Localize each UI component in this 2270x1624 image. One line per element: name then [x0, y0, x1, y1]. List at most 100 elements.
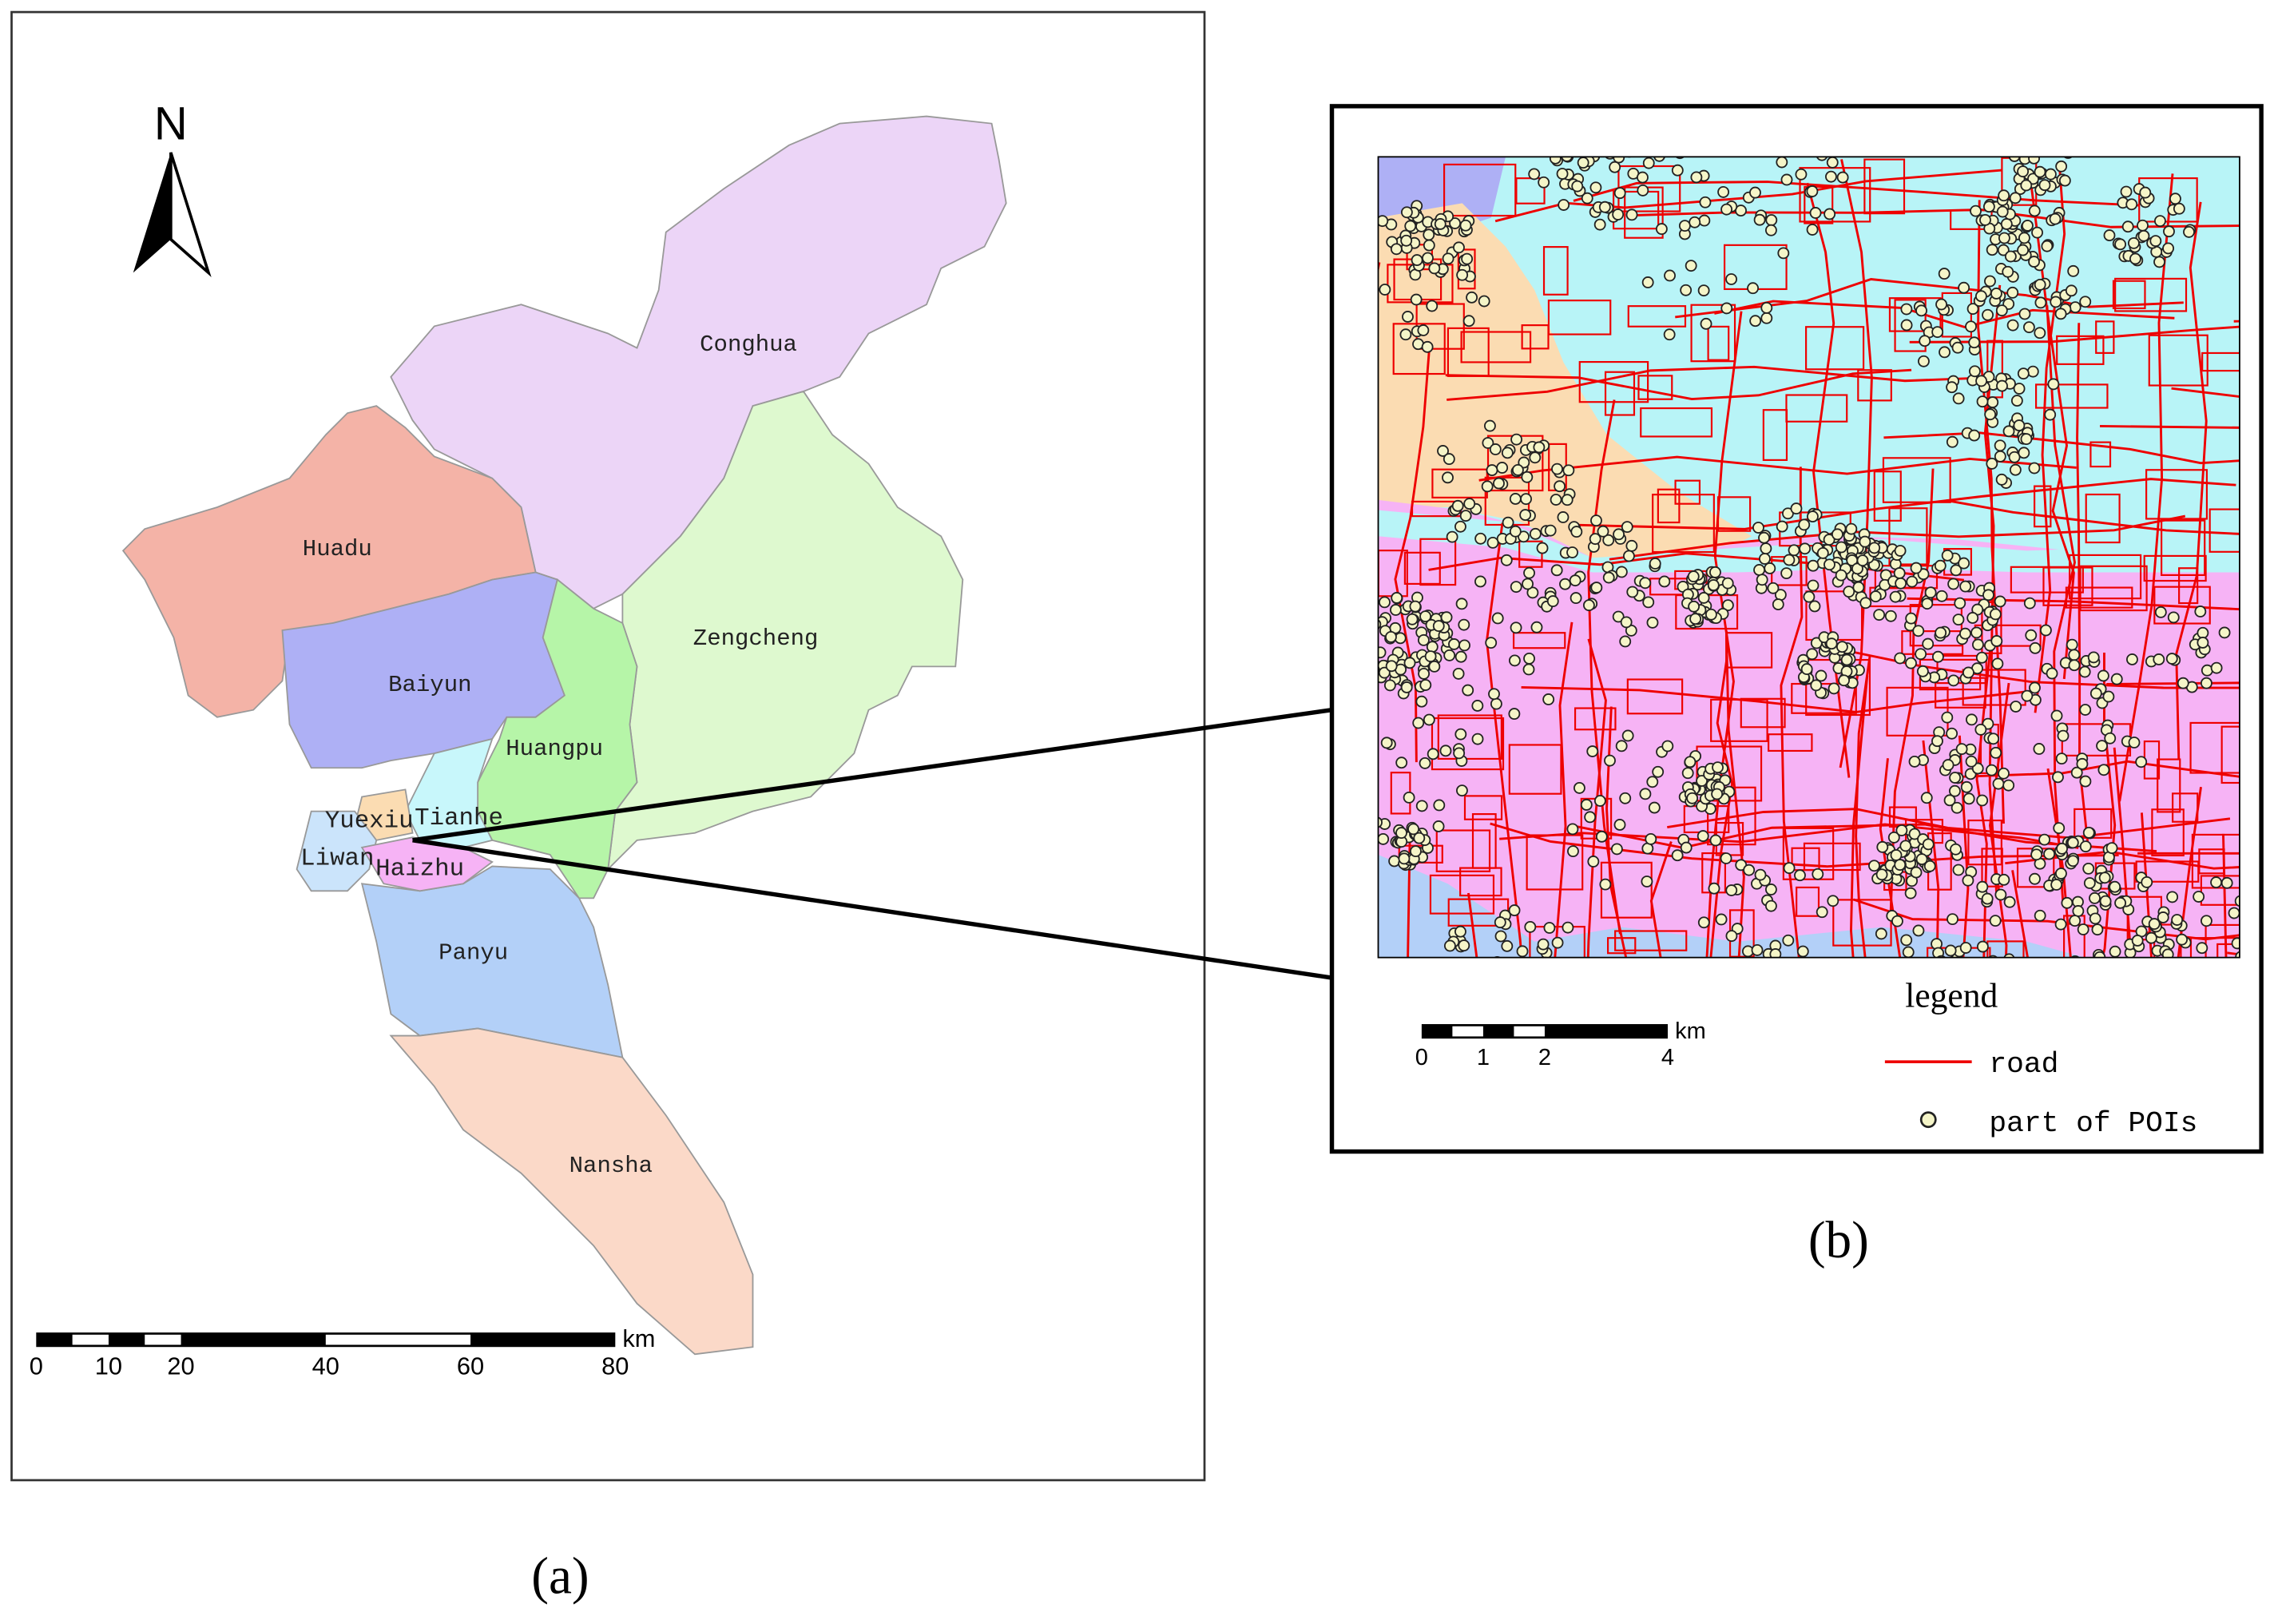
road [1946, 499, 2240, 535]
poi [1941, 549, 1954, 562]
poi [2166, 891, 2179, 903]
poi [1887, 831, 1900, 844]
poi [1686, 792, 1699, 804]
poi [2021, 220, 2034, 232]
poi [1934, 559, 1947, 572]
poi [2039, 624, 2052, 637]
poi [2034, 278, 2046, 291]
road-block [1613, 190, 1660, 230]
poi [1747, 282, 1760, 295]
poi [2004, 250, 2017, 263]
road [1490, 822, 2119, 868]
poi [1730, 93, 1740, 103]
poi [1437, 445, 1449, 457]
poi [1490, 697, 1502, 710]
poi [2013, 383, 2026, 395]
poi [1485, 637, 1498, 649]
road-block [1768, 733, 1813, 752]
poi [1481, 480, 1494, 493]
poi [1520, 493, 1532, 506]
poi [1443, 939, 1456, 952]
poi [1976, 880, 1989, 893]
poi [1921, 598, 1934, 610]
poi [2079, 840, 2092, 853]
poi [1458, 939, 1470, 952]
road-block [1392, 323, 1446, 375]
district-label: Huangpu [506, 736, 603, 762]
road-block [1443, 163, 1517, 217]
road-block [2034, 485, 2052, 528]
poi [1749, 186, 1761, 199]
poi [1462, 684, 1474, 697]
poi [1415, 695, 1428, 708]
poi [1432, 820, 1445, 832]
poi [1974, 290, 1987, 303]
poi [2033, 743, 2046, 755]
poi [1851, 562, 1863, 575]
poi [1491, 612, 1504, 625]
poi [2020, 433, 2033, 446]
poi [2105, 842, 2118, 855]
poi [1919, 335, 1931, 347]
poi [2034, 296, 2047, 309]
poi [1440, 611, 1453, 624]
poi [1558, 199, 1570, 211]
poi [1590, 582, 1603, 594]
poi [1689, 613, 1702, 625]
poi [1748, 89, 1759, 100]
poi [1530, 621, 1543, 633]
poi [2210, 876, 2223, 889]
poi [1962, 666, 1974, 679]
poi [2010, 701, 2022, 713]
poi [1838, 674, 1851, 687]
road-block [1518, 540, 1543, 568]
poi [1421, 340, 1434, 353]
poi [1900, 303, 1913, 316]
poi [2163, 225, 2175, 238]
poi [1751, 943, 1764, 956]
poi [2120, 185, 2133, 198]
poi [1523, 652, 1535, 665]
poi [1407, 823, 1419, 836]
poi [1459, 510, 1472, 522]
poi [1641, 876, 1653, 887]
poi [1554, 480, 1566, 493]
poi [1417, 324, 1430, 336]
road [1573, 181, 2139, 207]
poi [1836, 171, 1849, 184]
poi [1753, 564, 1765, 576]
road-block [2085, 493, 2121, 544]
road-block [1578, 360, 1649, 403]
road-block [2161, 519, 2206, 577]
poi [1422, 252, 1434, 264]
road-block [2157, 758, 2181, 813]
poi [1523, 566, 1535, 579]
road-block [1529, 926, 1585, 958]
poi [1602, 571, 1615, 584]
poi [2031, 226, 2043, 239]
road-block [1785, 394, 1848, 423]
poi [1873, 609, 1886, 621]
poi [2029, 641, 2042, 654]
road-block [1725, 632, 1773, 669]
poi [1529, 527, 1542, 540]
road-block [2148, 334, 2208, 387]
poi [2197, 637, 2209, 649]
poi [1403, 657, 1416, 669]
poi [1959, 627, 1971, 640]
poi [2183, 225, 2195, 238]
poi [1939, 346, 1951, 359]
poi [2003, 895, 2016, 908]
road [2118, 173, 2174, 802]
road-block [2056, 335, 2105, 365]
road-block [1832, 899, 1892, 947]
poi [1379, 596, 1391, 609]
poi [1598, 201, 1611, 213]
poi [2103, 229, 2116, 242]
poi [1653, 157, 1665, 162]
road [1852, 898, 2240, 941]
poi [1952, 392, 1965, 405]
poi [1951, 341, 1964, 354]
poi [1720, 203, 1733, 216]
poi [2056, 842, 2068, 855]
